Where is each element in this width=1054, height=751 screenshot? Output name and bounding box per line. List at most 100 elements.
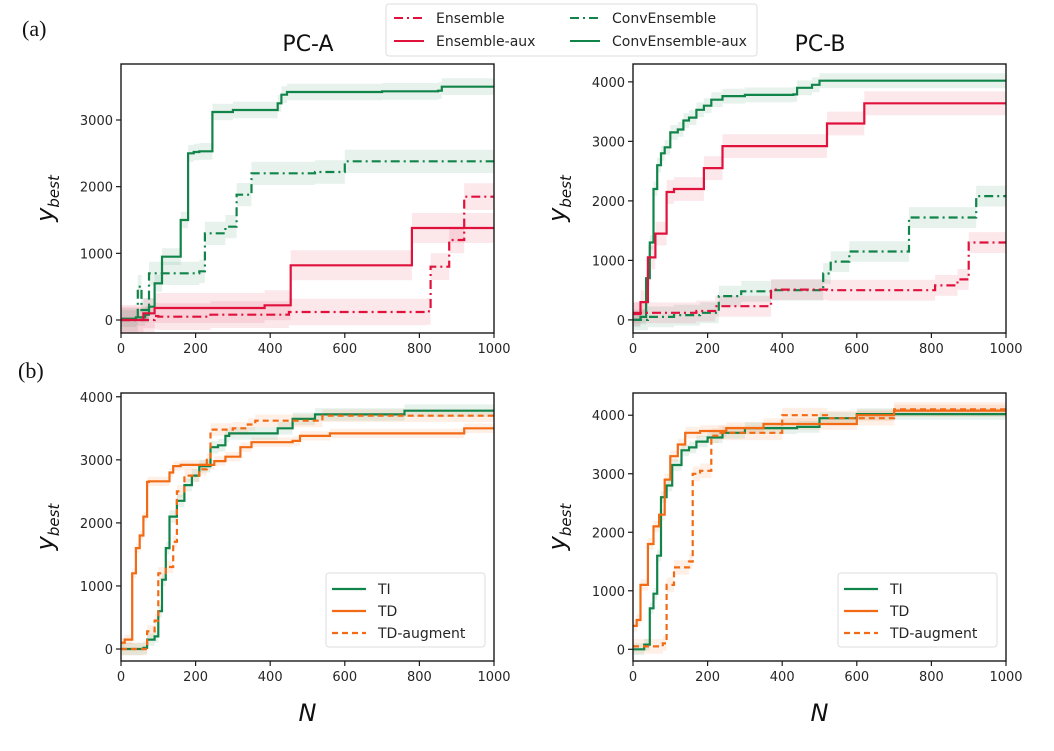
legend-label: TD-augment <box>889 626 978 642</box>
series-line-convensemble-aux <box>121 85 494 320</box>
band-ensemble-aux <box>121 213 494 333</box>
series-line-td <box>121 427 494 644</box>
band-convensemble <box>633 185 1006 331</box>
panel-b-pcb: 0 200 400 600 800 1000 0 1000 2000 3000 4000 ybest N… <box>543 392 1023 727</box>
x-tick-label: 800 <box>407 670 432 685</box>
x-tick-label: 200 <box>695 342 720 357</box>
x-tick-label: 600 <box>844 670 869 685</box>
axes-frame <box>632 63 1007 334</box>
legend: TI TD TD-augment <box>325 572 486 648</box>
y-tick-label: 2000 <box>80 517 113 532</box>
band-convensemble <box>121 149 494 332</box>
y-tick-label: 4000 <box>592 76 625 91</box>
y-tick-label: 4000 <box>592 409 625 424</box>
series-line-td <box>633 409 1006 627</box>
plot-area <box>633 73 1006 331</box>
x-tick-label: 200 <box>695 670 720 685</box>
plot-area <box>121 77 494 333</box>
panel-a-pcb: 0 200 400 600 800 1000 0 1000 2000 3000 4000 ybest <box>543 63 1023 357</box>
legend-label: ConvEnsemble <box>612 11 716 27</box>
y-axis-label: ybest <box>31 503 63 552</box>
x-tick-label: 400 <box>258 670 283 685</box>
plot-area <box>633 400 1006 656</box>
plot-area <box>121 403 494 656</box>
y-tick-label: 4000 <box>80 391 113 406</box>
y-tick-label: 2000 <box>592 195 625 210</box>
legend: TI TD TD-augment <box>837 572 998 648</box>
series-line-convensemble-aux <box>633 79 1006 321</box>
y-tick-label: 0 <box>105 643 113 658</box>
y-tick-label: 0 <box>617 643 625 658</box>
y-tick-label: 1000 <box>80 247 113 262</box>
legend-label: ConvEnsemble-aux <box>612 34 747 50</box>
series-line-ensemble <box>633 240 1006 314</box>
band-ensemble <box>121 183 494 333</box>
x-tick-label: 1000 <box>477 670 510 685</box>
series-line-td-augment <box>121 413 494 651</box>
y-tick-label: 3000 <box>592 135 625 150</box>
x-tick-label: 200 <box>183 342 208 357</box>
legend-frame <box>837 572 998 648</box>
panel-label-b: (b) <box>18 358 44 383</box>
panel-a-pca: 0 200 400 600 800 1000 0 1000 2000 3000 ybest <box>31 63 511 357</box>
y-tick-label: 2000 <box>80 181 113 196</box>
y-tick-label: 1000 <box>592 585 625 600</box>
series-line-ensemble-aux <box>121 226 494 322</box>
x-tick-label: 200 <box>183 670 208 685</box>
y-axis-label: ybest <box>543 174 575 223</box>
band-ensemble <box>633 229 1006 324</box>
x-tick-label: 1000 <box>989 342 1022 357</box>
series-line-ensemble-aux <box>633 102 1006 316</box>
x-tick-label: 800 <box>407 342 432 357</box>
x-tick-label: 1000 <box>477 342 510 357</box>
band-ensemble-aux <box>633 91 1006 326</box>
y-tick-label: 0 <box>617 314 625 329</box>
y-tick-label: 3000 <box>80 454 113 469</box>
legend-frame <box>325 572 486 648</box>
x-tick-label: 0 <box>117 342 125 357</box>
x-axis-label: N <box>811 699 829 727</box>
x-tick-label: 400 <box>770 670 795 685</box>
legend-label: TD <box>377 604 397 620</box>
y-tick-label: 1000 <box>592 254 625 269</box>
legend-label: TI <box>377 582 391 598</box>
legend-label: TD <box>889 604 909 620</box>
panel-label-a: (a) <box>22 16 46 41</box>
series-line-ti <box>633 413 1006 651</box>
top-legend: Ensemble ConvEnsemble Ensemble-aux ConvEnse… <box>385 3 758 57</box>
series-line-ensemble <box>121 195 494 322</box>
x-tick-label: 400 <box>258 342 283 357</box>
axes-frame <box>120 392 495 662</box>
y-tick-label: 3000 <box>592 468 625 483</box>
y-axis-label: ybest <box>31 174 63 223</box>
y-tick-label: 2000 <box>592 526 625 541</box>
title-pc-b: PC-B <box>795 32 846 57</box>
y-tick-label: 0 <box>105 314 113 329</box>
y-tick-label: 1000 <box>80 580 113 595</box>
x-tick-label: 0 <box>629 670 637 685</box>
x-axis-label: N <box>299 699 317 727</box>
legend-label: TD-augment <box>377 626 466 642</box>
legend-label: Ensemble-aux <box>436 34 535 50</box>
x-tick-label: 800 <box>919 342 944 357</box>
axes-frame <box>120 63 495 334</box>
title-pc-a: PC-A <box>282 32 333 57</box>
band-convensemble-aux <box>121 77 494 327</box>
x-tick-label: 600 <box>332 342 357 357</box>
x-tick-label: 0 <box>117 670 125 685</box>
x-tick-label: 400 <box>770 342 795 357</box>
legend-label: TI <box>889 582 903 598</box>
x-tick-label: 800 <box>919 670 944 685</box>
x-tick-label: 600 <box>844 342 869 357</box>
x-tick-label: 600 <box>332 670 357 685</box>
series-line-convensemble <box>121 160 494 322</box>
x-tick-label: 0 <box>629 342 637 357</box>
y-axis-label: ybest <box>543 503 575 552</box>
axes-frame <box>632 392 1007 662</box>
top-legend-frame <box>385 3 758 57</box>
legend-label: Ensemble <box>436 11 505 27</box>
panel-b-pca: 0 200 400 600 800 1000 0 1000 2000 3000 4000 ybest N… <box>31 391 511 727</box>
x-tick-label: 1000 <box>989 670 1022 685</box>
y-tick-label: 3000 <box>80 114 113 129</box>
